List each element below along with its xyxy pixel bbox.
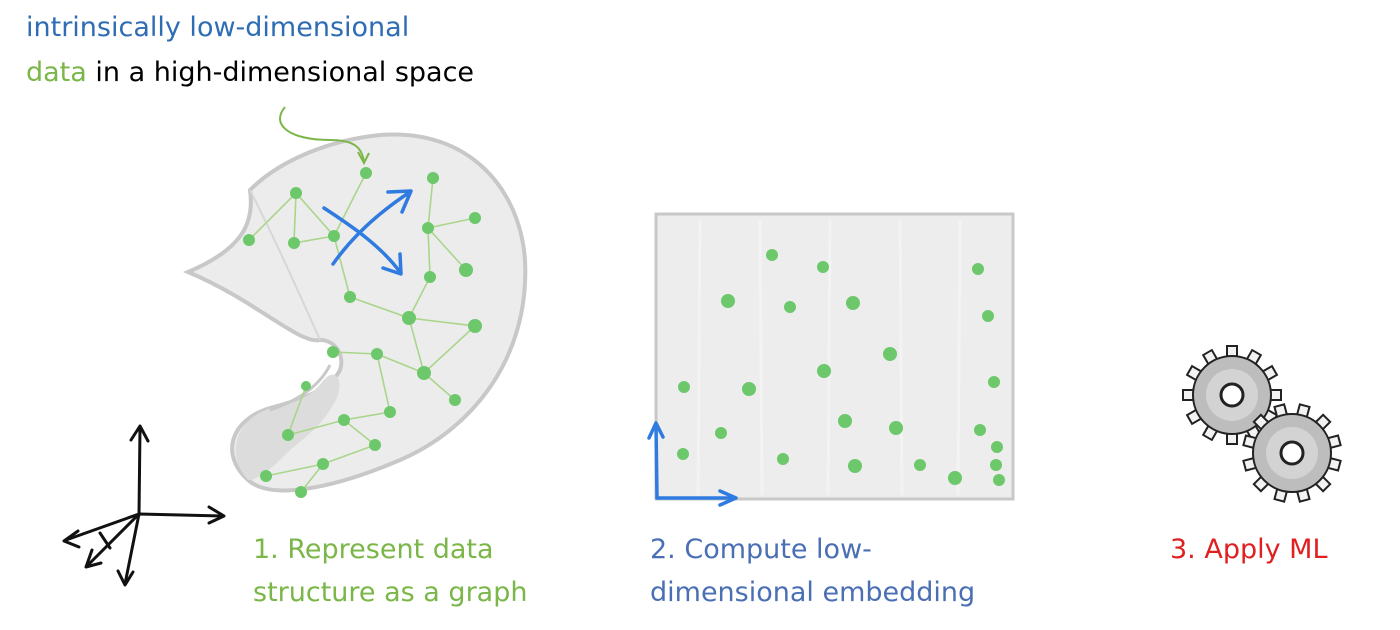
- embedding-point: [993, 474, 1005, 486]
- graph-node: [360, 167, 372, 179]
- graph-node: [424, 271, 436, 283]
- graph-node: [327, 346, 339, 358]
- graph-node: [288, 237, 300, 249]
- graph-node: [469, 212, 481, 224]
- gears-icon: [1182, 345, 1342, 503]
- embedding-point: [988, 376, 1000, 388]
- title-line-2: data in a high-dimensional space: [26, 57, 474, 88]
- graph-node: [427, 172, 439, 184]
- embedding-point: [990, 459, 1002, 471]
- graph-node: [417, 366, 431, 380]
- graph-node: [369, 439, 381, 451]
- step-2-caption: 2. Compute low- dimensional embedding: [650, 528, 975, 614]
- graph-node: [384, 406, 396, 418]
- step-3-line-1: 3. Apply ML: [1170, 534, 1328, 565]
- step-2-line-2: dimensional embedding: [650, 577, 976, 608]
- graph-node: [402, 311, 416, 325]
- embedding-point: [817, 364, 831, 378]
- graph-node: [338, 414, 350, 426]
- graph-nodes: [243, 167, 482, 498]
- embedding-rectangle-icon: [654, 212, 1015, 501]
- embedding-point: [846, 296, 860, 310]
- graph-node: [328, 230, 340, 242]
- pointer-arrow-icon: [279, 106, 370, 166]
- tangent-arrows-icon: [322, 189, 413, 276]
- embedding-axes-icon: [647, 421, 738, 507]
- graph-node: [282, 429, 294, 441]
- title-line-1: intrinsically low-dimensional: [26, 12, 410, 43]
- step-2-line-1: 2. Compute low-: [650, 534, 872, 565]
- embedding-point: [817, 261, 829, 273]
- graph-node: [260, 470, 272, 482]
- step-3-caption: 3. Apply ML: [1170, 528, 1328, 571]
- embedding-point: [784, 301, 796, 313]
- graph-node: [459, 263, 473, 277]
- embedding-point: [914, 459, 926, 471]
- graph-node: [290, 187, 302, 199]
- graph-node: [295, 486, 307, 498]
- graph-node: [371, 348, 383, 360]
- graph-node: [449, 394, 461, 406]
- embedding-point: [889, 421, 903, 435]
- axes-3d-icon: [62, 424, 226, 587]
- step-1-line-2: structure as a graph: [253, 577, 528, 608]
- embedding-point: [777, 453, 789, 465]
- embedding-point: [883, 347, 897, 361]
- embedding-point: [974, 424, 986, 436]
- embedding-point: [678, 381, 690, 393]
- embedding-point: [715, 427, 727, 439]
- graph-node: [301, 381, 311, 391]
- embedding-point: [721, 294, 735, 308]
- manifold-sheet-icon: [182, 132, 528, 493]
- embedding-point: [991, 441, 1003, 453]
- step-1-line-1: 1. Represent data: [253, 534, 494, 565]
- embedding-point: [972, 263, 984, 275]
- graph-node: [243, 234, 255, 246]
- embedding-point: [948, 471, 962, 485]
- embedding-point: [982, 310, 994, 322]
- embedding-point: [848, 459, 862, 473]
- embedding-point: [838, 414, 852, 428]
- embedding-point: [677, 448, 689, 460]
- graph-node: [317, 458, 329, 470]
- graph-node: [468, 319, 482, 333]
- embedding-point: [742, 382, 756, 396]
- step-1-caption: 1. Represent data structure as a graph: [253, 528, 527, 614]
- title-rest: in a high-dimensional space: [86, 57, 475, 88]
- embedding-point: [766, 249, 778, 261]
- embedding-points: [677, 249, 1005, 486]
- graph-node: [344, 291, 356, 303]
- title-data-word: data: [26, 57, 87, 88]
- graph-node: [422, 222, 434, 234]
